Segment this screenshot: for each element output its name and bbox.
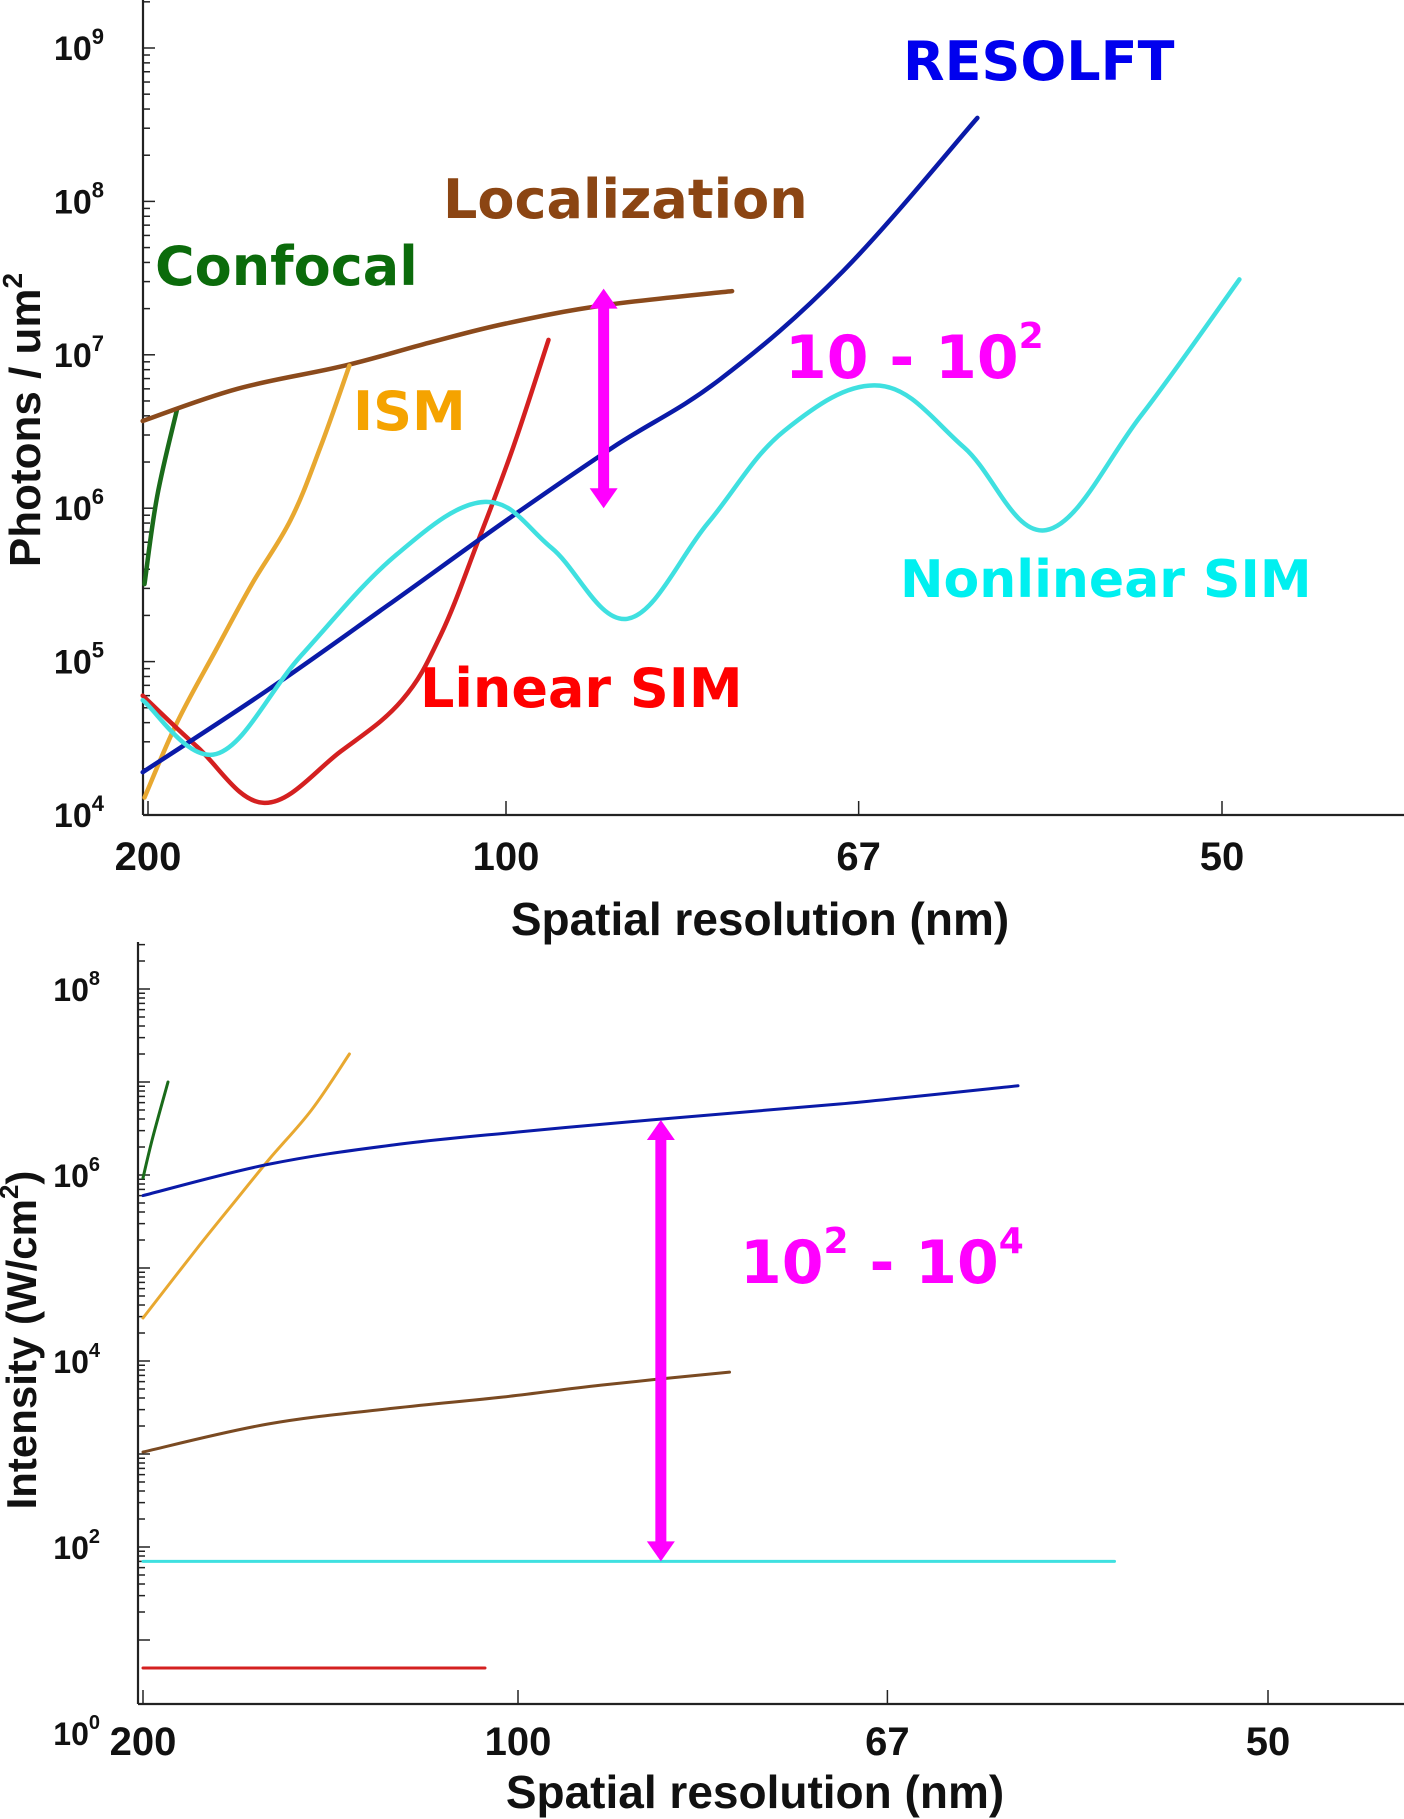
x-tick-label: 200	[115, 835, 182, 879]
y-tick-label: 104	[53, 1340, 101, 1380]
y-tick-exponent: 9	[92, 24, 104, 49]
photons-curves	[140, 115, 1242, 806]
y-tick-base: 10	[53, 1716, 89, 1752]
y-tick-label: 100	[53, 1712, 100, 1752]
series-confocal	[142, 407, 180, 587]
label-range-photons: 10 - 102	[785, 316, 1044, 393]
series-resolft	[141, 1084, 1020, 1198]
x-tick-label: 200	[110, 1720, 177, 1764]
y-tick-base: 10	[54, 183, 92, 221]
y-tick-exponent: 0	[89, 1712, 100, 1734]
y-tick-exponent: 2	[89, 1526, 100, 1548]
y-tick-label: 108	[53, 968, 100, 1008]
photons-range-arrow	[589, 288, 618, 509]
photons-ylabel-sup: 2	[0, 273, 28, 289]
y-tick-base: 10	[53, 1344, 89, 1380]
series-ism	[141, 1052, 351, 1320]
range-sup-1: 2	[824, 1221, 849, 1262]
label-resolft: RESOLFT	[903, 30, 1175, 93]
range-arrow-head-down	[589, 488, 618, 509]
series-nonlinear-sim	[140, 277, 1242, 758]
range-arrow-head-up	[589, 288, 618, 309]
photons-ylabel-main: Photons / um	[1, 288, 50, 567]
photons-ylabel: Photons / um2	[0, 273, 50, 567]
y-tick-exponent: 8	[92, 177, 104, 202]
y-tick-label: 102	[53, 1526, 100, 1566]
label-range-intensity: 102 - 104	[740, 1221, 1024, 1298]
y-tick-label: 106	[53, 1154, 100, 1194]
intensity-range-arrow	[646, 1120, 675, 1562]
y-tick-base: 10	[54, 644, 92, 682]
range-sup-2: 4	[999, 1221, 1024, 1262]
range-arrow-head-down	[646, 1541, 675, 1562]
y-tick-label: 109	[54, 24, 104, 68]
series-ism	[142, 363, 352, 800]
y-tick-exponent: 4	[89, 1340, 101, 1362]
label-confocal: Confocal	[155, 235, 418, 298]
intensity-ylabel-sup: 2	[0, 1185, 24, 1199]
y-tick-label: 106	[54, 484, 104, 528]
y-tick-base: 10	[53, 1530, 89, 1566]
y-tick-exponent: 5	[92, 638, 104, 663]
range-base: 10 - 10	[785, 323, 1019, 393]
x-tick-label: 50	[1200, 835, 1245, 879]
x-tick-label: 100	[473, 835, 540, 879]
range-arrow-head-up	[646, 1120, 675, 1141]
y-tick-base: 10	[53, 1158, 89, 1194]
x-tick-label: 67	[836, 835, 881, 879]
intensity-xlabel: Spatial resolution (nm)	[506, 1766, 1004, 1818]
series-confocal	[141, 1080, 170, 1180]
series-linear-sim	[140, 337, 551, 806]
photons-xlabel: Spatial resolution (nm)	[511, 893, 1009, 945]
intensity-curves	[141, 1052, 1116, 1670]
intensity-ylabel-suffix: )	[0, 1171, 45, 1185]
x-tick-label: 67	[865, 1720, 910, 1764]
y-tick-base: 10	[54, 490, 92, 528]
y-tick-label: 105	[54, 638, 104, 682]
y-tick-base: 10	[54, 797, 92, 835]
y-tick-exponent: 6	[89, 1154, 100, 1176]
y-tick-exponent: 8	[89, 968, 100, 990]
range-mid: -	[849, 1228, 916, 1298]
range-sup: 2	[1019, 316, 1044, 357]
range-base-2: 10	[915, 1228, 999, 1298]
intensity-ylabel: Intensity (W/cm2)	[0, 1171, 45, 1510]
label-linear-sim: Linear SIM	[420, 657, 743, 720]
range-base-1: 10	[740, 1228, 824, 1298]
x-tick-label: 100	[485, 1720, 552, 1764]
label-localization: Localization	[443, 168, 808, 231]
y-tick-base: 10	[53, 972, 89, 1008]
x-tick-label: 50	[1246, 1720, 1291, 1764]
label-nonlinear-sim: Nonlinear SIM	[900, 550, 1312, 610]
series-localization	[141, 1370, 731, 1454]
y-tick-exponent: 7	[92, 331, 104, 356]
y-tick-label: 107	[54, 331, 104, 375]
intensity-ylabel-main: Intensity (W/cm	[0, 1199, 45, 1509]
y-tick-base: 10	[54, 337, 92, 375]
y-tick-exponent: 6	[92, 484, 104, 509]
y-tick-label: 108	[54, 177, 104, 221]
y-tick-base: 10	[54, 30, 92, 68]
y-tick-exponent: 4	[92, 791, 105, 816]
y-tick-label: 104	[54, 791, 105, 835]
label-ism: ISM	[353, 380, 466, 443]
